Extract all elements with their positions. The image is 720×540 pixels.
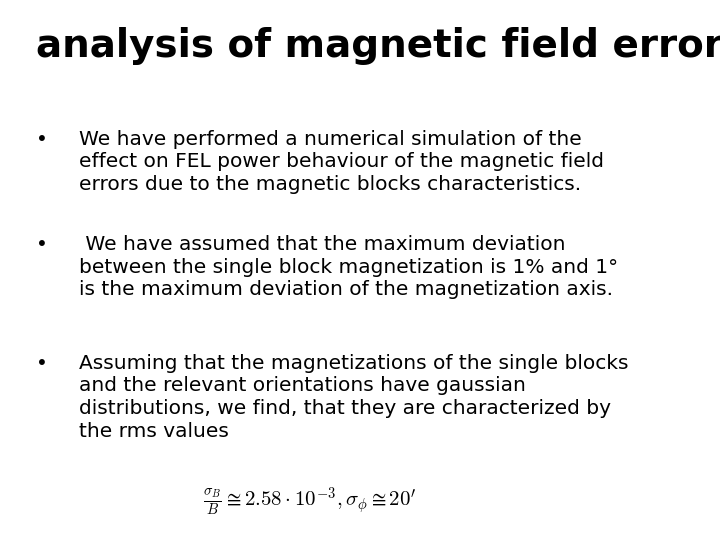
Text: analysis of magnetic field errors: analysis of magnetic field errors bbox=[36, 27, 720, 65]
Text: $\frac{\sigma_B}{B} \cong 2.58 \cdot 10^{-3}, \sigma_\phi \cong 20'$: $\frac{\sigma_B}{B} \cong 2.58 \cdot 10^… bbox=[203, 486, 416, 518]
Text: We have assumed that the maximum deviation
between the single block magnetizatio: We have assumed that the maximum deviati… bbox=[79, 235, 618, 299]
Text: •: • bbox=[36, 354, 48, 373]
Text: •: • bbox=[36, 235, 48, 254]
Text: We have performed a numerical simulation of the
effect on FEL power behaviour of: We have performed a numerical simulation… bbox=[79, 130, 604, 194]
Text: •: • bbox=[36, 130, 48, 148]
Text: Assuming that the magnetizations of the single blocks
and the relevant orientati: Assuming that the magnetizations of the … bbox=[79, 354, 629, 441]
